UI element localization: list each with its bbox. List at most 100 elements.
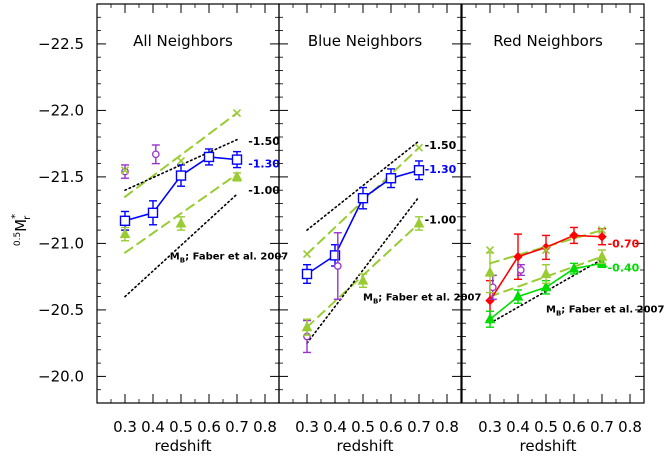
series-x [302,143,424,259]
x-axis-label: redshift [155,437,212,455]
data-point-triangle [540,281,552,292]
mb-label-suffix: ; Faber et al. 2007 [561,305,664,316]
x-tick-label: 0.7 [407,418,431,436]
data-point-square [413,165,425,176]
data-point-x [120,166,130,175]
x-tick-label: 0.6 [379,418,403,436]
dotted-model-line [306,140,420,231]
x-tick-label: 0.5 [351,418,375,436]
data-point-circle [121,167,129,176]
panel-title: Red Neighbors [493,32,603,50]
series-x [120,108,242,175]
mb-label-suffix: ; Faber et al. 2007 [185,251,288,262]
slope-annotation: -1.50 [425,139,457,152]
slope-annotation: -0.70 [608,237,640,250]
series-triangle [301,216,425,336]
mb-label-sub: B [556,310,561,318]
series-triangle [484,257,608,328]
panel-3: 0.3 0.4 0.5 0.6 0.7 0.8 Red Neighbors redshift -… [461,3,664,455]
y-tick-label: −22.5 [38,35,84,53]
dashed-model-line [124,112,238,198]
slope-annotation: -0.40 [608,261,640,274]
slope-annotation: -1.00 [425,213,457,226]
data-point-diamond [513,251,523,262]
series-square [119,148,243,231]
data-point-triangle [484,313,496,324]
data-point-square [301,268,313,280]
slope-annotation: -1.00 [248,184,280,197]
panel-1: 0.3 0.4 0.5 0.6 0.7 0.8 −20.0 −20.5 −21.0 −21.5 −2… [38,3,288,455]
x-tick-label: 0.3 [113,418,137,436]
x-tick-label: 0.8 [253,418,277,436]
data-point-triangle [540,267,552,278]
x-tick-label: 0.4 [506,418,530,436]
mb-faber-label: MB; Faber et al. 2007 [363,293,481,306]
data-point-triangle [175,217,187,228]
x-tick-label: 0.5 [534,418,558,436]
y-tick-label: −22.0 [38,101,84,119]
data-point-square [385,173,397,184]
data-point-triangle [413,217,425,228]
data-point-triangle [231,170,243,181]
panel-2: 0.3 0.4 0.5 0.6 0.7 0.8 Blue Neighbors redshift… [278,3,481,455]
x-axis-label: redshift [520,437,577,455]
data-point-triangle [596,250,608,261]
data-point-circle [333,262,342,270]
data-point-square [203,151,215,163]
x-tick-label: 0.6 [562,418,586,436]
x-tick-label: 0.8 [435,418,459,436]
y-tick-label: −21.0 [38,234,84,252]
mb-label-suffix: ; Faber et al. 2007 [378,293,481,304]
data-point-diamond [597,232,607,242]
data-point-square [329,250,341,261]
data-point-square [119,215,131,226]
data-point-x [176,156,186,166]
mb-label-main: M [170,251,180,262]
panel-title: All Neighbors [133,32,233,50]
dotted-model-line [124,193,238,298]
x-tick-label: 0.4 [141,418,165,436]
x-tick-label: 0.8 [618,418,642,436]
data-point-x [232,108,242,118]
data-point-x [597,226,607,235]
data-point-triangle [484,266,496,277]
y-axis-label-prefix: 0.5 [13,232,23,246]
data-point-circle [151,150,160,159]
data-point-square [147,207,159,219]
data-point-triangle [568,262,580,273]
mb-label-sub: B [180,256,185,264]
x-tick-label: 0.3 [478,418,502,436]
data-point-square [175,170,187,181]
y-axis-label-sup: * [10,214,21,219]
data-point-square [231,154,243,165]
data-point-x [541,245,551,255]
y-tick-label: −20.0 [38,367,84,385]
y-axis-label-sub: r [22,215,33,220]
x-tick-label: 0.5 [169,418,193,436]
x-tick-label: 0.6 [197,418,221,436]
y-tick-label: −21.5 [38,168,84,186]
data-point-square [357,192,369,204]
panel-title: Blue Neighbors [308,32,422,50]
series-square [301,160,425,284]
dashed-model-line [124,173,238,254]
data-point-x [485,245,495,255]
data-point-circle [516,266,525,274]
panel-frame [96,3,280,404]
x-tick-label: 0.4 [323,418,347,436]
data-point-triangle [357,274,369,285]
data-point-x [414,143,424,152]
data-point-triangle [301,321,313,332]
slope-annotation: -1.30 [248,158,280,171]
series-x [485,226,607,255]
y-axis-label-main: M [12,219,30,232]
mb-faber-label: MB; Faber et al. 2007 [170,251,288,264]
slope-annotation: -1.50 [248,135,280,148]
data-point-diamond [541,242,551,253]
series-circle [488,263,525,300]
x-axis-label: redshift [337,437,394,455]
data-point-triangle [119,228,131,239]
y-axis-label: 0.5M*r [10,214,33,246]
x-tick-label: 0.7 [590,418,614,436]
